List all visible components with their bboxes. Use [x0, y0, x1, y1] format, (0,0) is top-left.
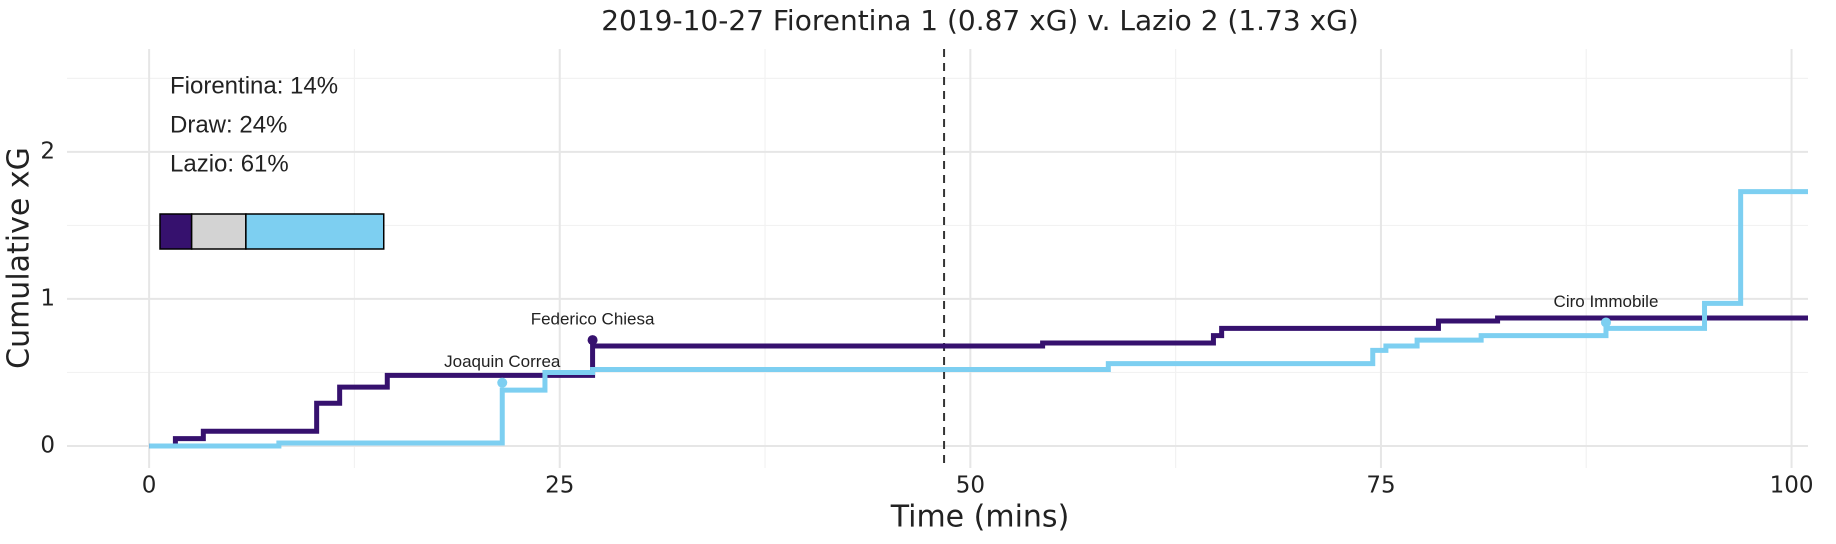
probability-bar: [190, 213, 247, 250]
y-axis-title: Cumulative xG: [2, 147, 37, 369]
annotation-point: [1600, 317, 1611, 328]
probability-label: Draw: 24%: [170, 111, 287, 138]
xg-step-line: [149, 189, 1808, 449]
probability-label: Fiorentina: 14%: [170, 72, 338, 99]
y-tick-label: 1: [40, 285, 55, 311]
x-tick-label: 0: [142, 473, 157, 499]
y-tick-label: 0: [40, 432, 55, 458]
x-tick-label: 50: [956, 473, 985, 499]
annotation-label: Federico Chiesa: [531, 310, 655, 329]
x-tick-label: 75: [1366, 473, 1395, 499]
annotation-point: [497, 377, 508, 388]
x-axis-title: Time (mins): [890, 500, 1070, 535]
annotation-label: Ciro Immobile: [1554, 292, 1659, 311]
annotation-point: [587, 335, 598, 346]
probability-bar: [159, 213, 193, 250]
annotation-label: Joaquin Correa: [444, 352, 561, 371]
x-tick-label: 25: [545, 473, 574, 499]
x-tick-label: 100: [1770, 473, 1814, 499]
xg-step-line: [149, 315, 1808, 449]
probability-label: Lazio: 61%: [170, 150, 289, 177]
y-tick-label: 2: [40, 138, 55, 164]
chart-title: 2019-10-27 Fiorentina 1 (0.87 xG) v. Laz…: [601, 4, 1359, 37]
probability-bar: [245, 213, 385, 250]
